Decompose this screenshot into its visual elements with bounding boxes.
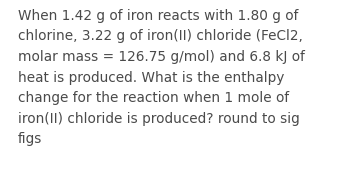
Text: When 1.42 g of iron reacts with 1.80 g of
chlorine, 3.22 g of iron(II) chloride : When 1.42 g of iron reacts with 1.80 g o… [18,9,304,146]
